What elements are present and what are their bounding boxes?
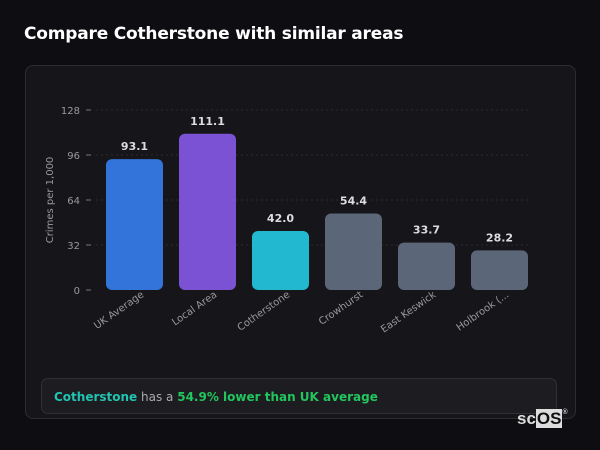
y-tick-label: 32 — [67, 241, 80, 252]
y-tick-label: 96 — [67, 151, 80, 162]
y-tick-label: 64 — [67, 196, 80, 207]
y-axis-label: Crimes per 1,000 — [45, 157, 56, 244]
data-label: 93.1 — [121, 140, 148, 153]
bar — [179, 133, 236, 290]
y-tick-label: 128 — [61, 106, 80, 117]
x-tick-label: UK Average — [92, 289, 146, 331]
bar — [325, 213, 382, 290]
bar — [252, 230, 309, 290]
summary-box: Cotherstone has a 54.9% lower than UK av… — [41, 378, 557, 414]
x-tick-label: East Keswick — [379, 289, 438, 335]
data-label: 33.7 — [413, 224, 440, 237]
summary-place: Cotherstone — [54, 390, 138, 404]
data-label: 111.1 — [190, 115, 225, 128]
x-tick-label: Cotherstone — [236, 289, 293, 333]
data-label: 54.4 — [340, 195, 367, 208]
x-tick-label: Local Area — [170, 289, 219, 328]
x-tick-label: Holbrook (... — [455, 289, 512, 333]
bar — [398, 242, 455, 290]
x-tick-label: Crowhurst — [317, 289, 365, 327]
data-label: 28.2 — [486, 231, 513, 244]
bar — [471, 250, 528, 290]
bar — [106, 159, 163, 290]
data-label: 42.0 — [267, 212, 294, 225]
summary-text: has a — [137, 390, 178, 404]
logo: scOS® — [517, 409, 568, 428]
summary-stat: 54.9% lower than UK average — [177, 390, 378, 404]
page-title: Compare Cotherstone with similar areas — [24, 24, 404, 44]
y-tick-label: 0 — [74, 286, 80, 297]
